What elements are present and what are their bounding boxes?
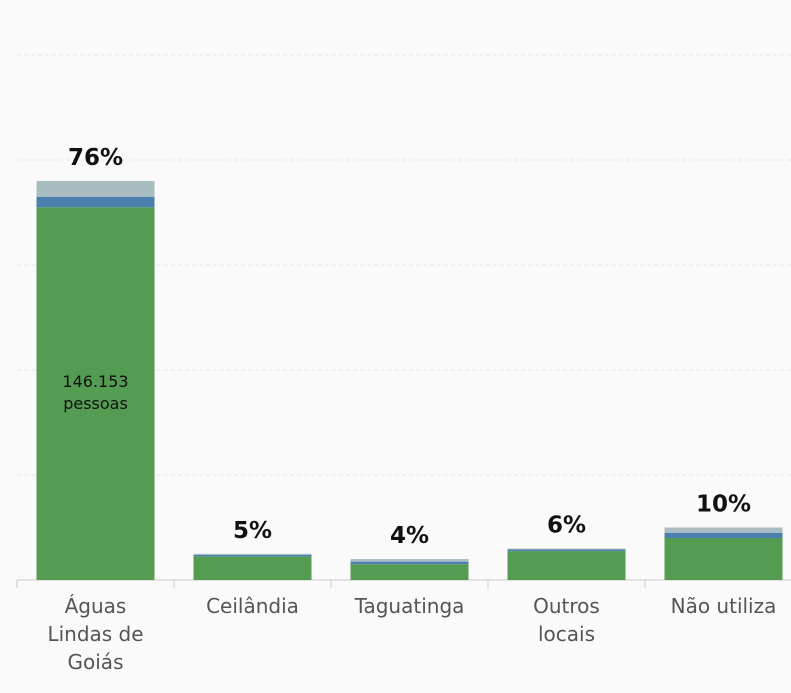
x-tick-label: Não utiliza [670,594,777,618]
total-label: 4% [390,523,429,549]
bar-segment [193,556,312,580]
total-label: 5% [233,518,272,544]
bar-segment [664,532,783,538]
x-tick-label: Outros locais [533,594,600,646]
bar-segment [350,564,469,580]
bar-segment [193,554,312,557]
bar-segment [350,559,469,562]
bar-segment [507,549,626,552]
annotation: 146.153 pessoas [62,372,129,413]
bar-segment [36,207,155,580]
x-tick-label: Águas Lindas de Goiás [47,594,144,674]
bar-segment [664,527,783,533]
bar-segment [36,196,155,208]
total-label: 10% [696,492,751,518]
bar-segment [507,548,626,550]
bar-segment [350,561,469,565]
bar-segment [36,181,155,197]
x-tick-label: Taguatinga [354,594,465,618]
bar-segment [664,538,783,580]
total-label: 76% [68,145,123,171]
total-label: 6% [547,513,586,539]
x-tick-label: Ceilândia [206,594,299,618]
bar-segment [507,551,626,580]
bar-segment [193,553,312,555]
